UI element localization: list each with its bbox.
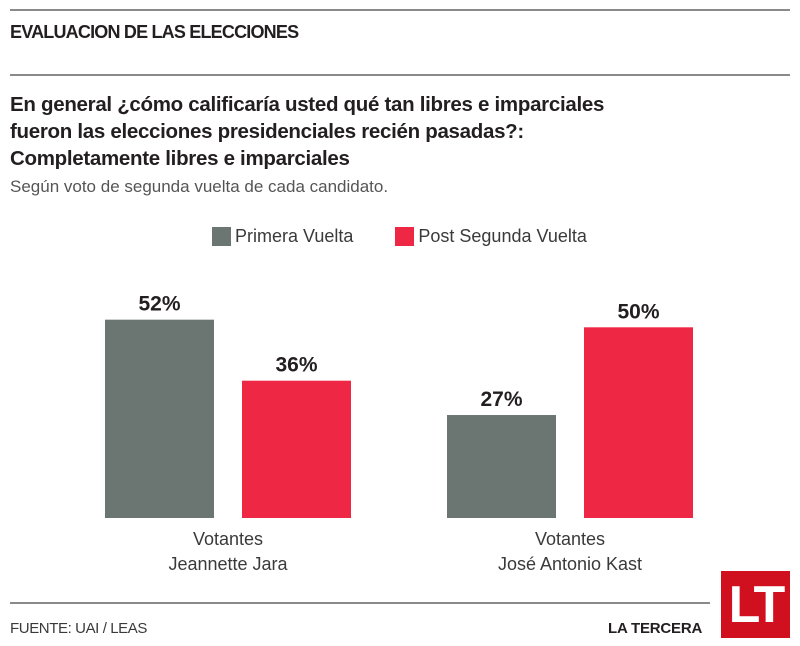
question-line: fueron las elecciones presidenciales rec… — [10, 120, 524, 143]
question-line: En general ¿cómo calificaría usted qué t… — [10, 93, 605, 116]
top-rule — [10, 9, 790, 11]
header-rule — [10, 74, 790, 76]
data-label: 50% — [617, 300, 659, 323]
data-label: 52% — [138, 293, 180, 316]
footer-rule — [10, 602, 710, 604]
bar — [242, 380, 351, 518]
bar — [105, 319, 214, 518]
legend-swatch-primera-vuelta — [212, 227, 231, 246]
legend-label: Post Segunda Vuelta — [418, 226, 587, 246]
brand-name: LA TERCERA — [608, 620, 703, 637]
category-label: Votantes — [193, 529, 263, 549]
bar — [447, 415, 556, 518]
bar-chart: 52% 36% Votantes Jeannette Jara 27% 50% Votant… — [105, 293, 693, 574]
legend-item-primera-vuelta: Primera Vuelta — [212, 226, 353, 247]
legend: Primera Vuelta Post Segunda Vuelta — [212, 226, 629, 247]
section-title: EVALUACION DE LAS ELECCIONES — [10, 22, 299, 42]
legend-item-post-segunda-vuelta: Post Segunda Vuelta — [395, 226, 587, 247]
bar — [584, 327, 693, 518]
data-label: 36% — [275, 354, 317, 377]
chart-subtitle: Según voto de segunda vuelta de cada can… — [10, 177, 389, 196]
legend-label: Primera Vuelta — [235, 226, 354, 246]
legend-swatch-post-segunda-vuelta — [395, 227, 415, 246]
data-label: 27% — [480, 388, 522, 411]
la-tercera-logo: LT — [721, 571, 790, 638]
category-label: Jeannette Jara — [168, 554, 288, 574]
source-note: FUENTE: UAI / LEAS — [10, 620, 147, 637]
chart-title: Completamente libres e imparciales — [10, 147, 350, 170]
category-label: Votantes — [535, 529, 605, 549]
chart-question: En general ¿cómo calificaría usted qué t… — [10, 91, 770, 172]
category-label: José Antonio Kast — [498, 554, 642, 574]
logo-text: LT — [728, 575, 786, 634]
